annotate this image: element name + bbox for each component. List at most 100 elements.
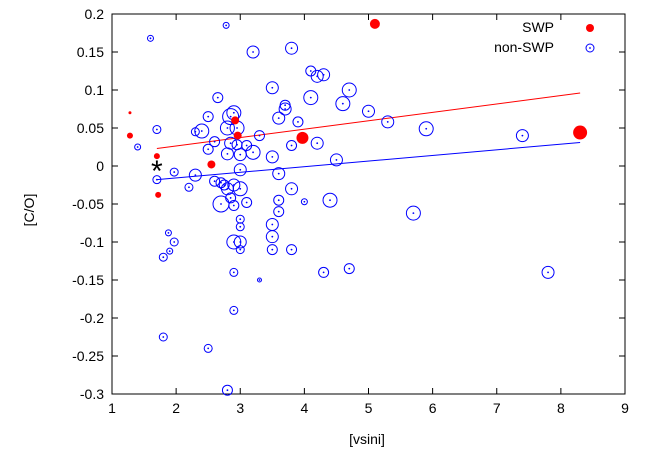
data-point-non-swp-dot: [226, 127, 229, 129]
y-axis-label: [C/O]: [21, 194, 37, 227]
data-point-non-swp: [235, 245, 245, 255]
data-point-non-swp-dot: [162, 336, 165, 338]
data-point-non-swp: [146, 34, 154, 42]
data-point-non-swp: [225, 192, 237, 204]
x-tick-label: 2: [172, 400, 180, 416]
data-point-non-swp: [158, 332, 168, 342]
data-point-non-swp: [362, 104, 375, 118]
data-point-non-swp-dot: [213, 180, 216, 183]
legend-marker-swp: [586, 24, 594, 32]
data-point-non-swp-dot: [341, 102, 344, 105]
data-point-non-swp: [184, 182, 194, 192]
data-point-non-swp-dot: [322, 73, 325, 76]
x-tick-label: 1: [108, 400, 116, 416]
data-point-non-swp-dot: [245, 144, 248, 147]
data-point-non-swp: [310, 69, 324, 83]
data-point-non-swp: [381, 115, 395, 129]
data-point-non-swp: [228, 200, 240, 212]
data-point-non-swp-dot: [303, 200, 306, 203]
y-tick-label: -0.1: [80, 234, 104, 250]
data-point-non-swp-dot: [239, 168, 242, 171]
data-point-non-swp-dot: [252, 151, 254, 154]
plot-frame: [111, 13, 626, 395]
data-point-non-swp-dot: [297, 121, 299, 123]
data-point-non-swp-dot: [547, 271, 549, 274]
data-point-non-swp: [229, 305, 239, 315]
data-point-non-swp-dot: [386, 121, 389, 123]
data-point-non-swp-dot: [239, 153, 242, 156]
data-point-non-swp: [322, 192, 338, 208]
data-point-non-swp-dot: [290, 187, 293, 190]
data-point-non-swp: [343, 263, 355, 275]
data-point-non-swp-dot: [290, 248, 293, 251]
y-tick-label: -0.2: [80, 310, 104, 326]
data-point-non-swp-dot: [162, 256, 165, 259]
data-point-non-swp: [265, 81, 279, 95]
data-point-non-swp: [194, 123, 210, 139]
data-point-non-swp-dot: [226, 187, 229, 190]
data-point-non-swp-dot: [425, 127, 428, 130]
data-point-non-swp-dot: [245, 201, 248, 204]
data-point-non-swp: [318, 266, 330, 278]
data-point-non-swp: [229, 267, 239, 277]
x-tick-label: 3: [236, 400, 244, 416]
data-point-non-swp: [212, 92, 224, 104]
data-point-non-swp-dot: [309, 70, 312, 72]
data-point-non-swp-dot: [258, 279, 261, 281]
data-point-non-swp: [285, 182, 299, 196]
data-point-non-swp-dot: [216, 96, 219, 99]
data-point-swp: [155, 191, 162, 198]
data-point-non-swp-dot: [290, 47, 293, 50]
data-point-non-swp-dot: [258, 134, 261, 137]
y-tick-label: -0.15: [72, 272, 104, 288]
data-point-non-swp-dot: [277, 172, 280, 175]
data-point-non-swp-dot: [239, 248, 242, 251]
data-point-non-swp-dot: [239, 241, 242, 243]
data-point-swp: [573, 125, 588, 140]
data-point-non-swp-dot: [229, 142, 232, 145]
data-point-non-swp-dot: [167, 231, 170, 234]
data-point-non-swp-dot: [239, 218, 242, 221]
data-point-swp: [369, 18, 380, 29]
data-point-non-swp-dot: [149, 37, 152, 40]
data-point-non-swp-dot: [168, 250, 171, 253]
data-point-non-swp-dot: [252, 51, 254, 53]
data-point-non-swp: [286, 244, 298, 256]
data-point-non-swp-dot: [284, 108, 287, 110]
data-point-non-swp-dot: [200, 130, 203, 132]
legend: SWP non-SWP: [494, 19, 595, 55]
legend-marker-non-swp-dot: [589, 47, 591, 49]
data-point-non-swp-dot: [271, 235, 274, 238]
data-point-non-swp: [317, 68, 331, 82]
data-point-non-swp-dot: [329, 199, 331, 202]
data-point-non-swp-dot: [232, 204, 235, 207]
data-point-non-swp-dot: [232, 111, 235, 114]
data-point-non-swp-dot: [213, 140, 216, 143]
data-point-non-swp: [152, 125, 162, 135]
data-point-non-swp-dot: [316, 142, 319, 145]
data-point-non-swp: [265, 150, 279, 164]
data-point-non-swp: [222, 21, 230, 29]
data-point-non-swp: [219, 120, 235, 136]
data-point-non-swp: [233, 235, 247, 249]
data-point-swp: [296, 131, 309, 144]
data-point-non-swp: [209, 175, 221, 187]
data-point-non-swp: [246, 45, 260, 59]
data-point-non-swp-dot: [207, 115, 210, 118]
data-point-non-swp: [256, 277, 262, 283]
data-point-non-swp-dot: [290, 144, 293, 147]
data-point-non-swp-dot: [173, 241, 176, 243]
data-point-non-swp: [335, 96, 351, 112]
data-point-non-swp: [303, 90, 319, 106]
y-tick-label: 0.2: [85, 6, 105, 22]
data-point-non-swp-dot: [207, 347, 210, 350]
data-point-non-swp-dot: [155, 128, 158, 131]
legend-label-non-swp: non-SWP: [494, 39, 554, 55]
data-point-non-swp: [310, 136, 324, 150]
fit-line-swp: [156, 92, 581, 150]
data-point-non-swp-dot: [226, 152, 229, 155]
data-point-non-swp-dot: [188, 186, 190, 189]
fit-lines: [156, 92, 581, 181]
data-point-non-swp: [253, 130, 265, 142]
x-tick-label: 4: [300, 400, 308, 416]
